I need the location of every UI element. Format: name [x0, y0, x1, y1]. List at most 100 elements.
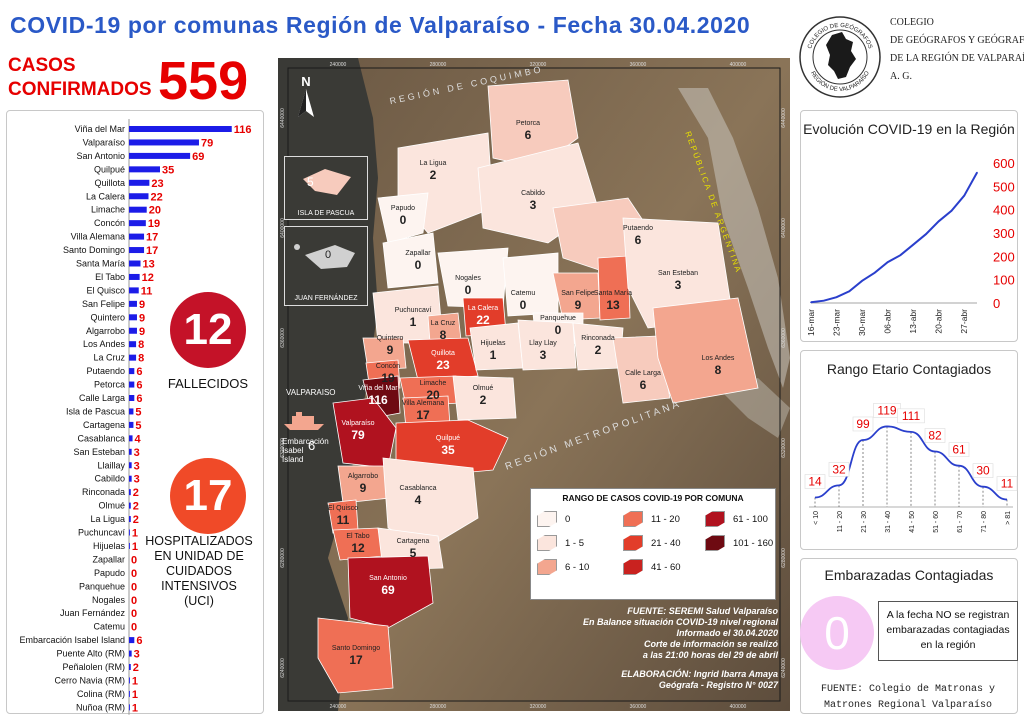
commune-name-label: Petorca	[516, 120, 540, 127]
bar	[129, 300, 137, 307]
bar	[129, 421, 134, 428]
commune-value-label: 9	[387, 343, 394, 357]
bar	[129, 166, 160, 173]
bar-value-label: 6	[136, 393, 142, 405]
bar	[129, 152, 191, 159]
bar-category-label: San Felipe	[82, 299, 125, 309]
bar-category-label: Puente Alto (RM)	[56, 649, 125, 659]
map-right-tick: 6320000	[781, 438, 787, 458]
bar-value-label: 0	[131, 595, 137, 607]
commune-name-label: Llay Llay	[529, 340, 557, 347]
commune-name-label: El Quisco	[328, 505, 358, 512]
commune-llay-llay	[517, 319, 577, 371]
bar-category-label: Nogales	[92, 595, 126, 605]
commune-name-label: Casablanca	[400, 485, 437, 492]
bar-category-label: Calle Larga	[79, 393, 125, 403]
bar-value-label: 6	[136, 635, 142, 647]
bar-value-label: 0	[131, 568, 137, 580]
commune-los-andes	[652, 297, 759, 404]
bar	[129, 193, 149, 200]
age-x-tick: 61 - 70	[957, 511, 964, 533]
age-data-label: 32	[832, 462, 846, 476]
evo-y-tick: 400	[993, 203, 1015, 218]
commune-name-label: Cabildo	[521, 190, 545, 197]
commune-zapallar	[382, 232, 439, 289]
legend-items: 0 11 - 20 61 - 100 1 - 5 21 - 40 101 - 160 6 -…	[537, 511, 773, 575]
legend-swatch	[705, 511, 725, 527]
bar-category-label: Putaendo	[86, 366, 125, 376]
legend-item: 1 - 5	[537, 535, 623, 551]
commune-name-label: Rinconada	[581, 335, 615, 342]
map-top-tick: 400000	[730, 62, 747, 68]
age-range-panel: Rango Etario Contagiados 14 < 10 32 11 - 20…	[800, 350, 1018, 550]
legend-swatch	[623, 559, 643, 575]
bar-value-label: 11	[141, 285, 153, 297]
bar-value-label: 8	[138, 339, 144, 351]
embarazadas-source: FUENTE: Colegio de Matronas y Matrones R…	[820, 684, 996, 711]
bar-category-label: Valparaíso	[83, 137, 125, 147]
bar	[129, 126, 232, 132]
map-left-tick: 6440000	[280, 108, 286, 128]
uci-circle: 17	[170, 458, 246, 534]
legend-swatch	[537, 511, 557, 527]
bar-category-label: Catemu	[93, 622, 125, 632]
map-top-tick: 360000	[630, 62, 647, 68]
map-bottom-tick: 280000	[430, 704, 447, 710]
bar-value-label: 1	[132, 541, 138, 553]
evo-series-line	[810, 172, 978, 304]
commune-value-label: 69	[381, 583, 395, 597]
bar-value-label: 17	[146, 232, 158, 244]
bar-value-label: 4	[135, 433, 142, 445]
bar	[129, 529, 130, 536]
bar-value-label: 69	[192, 151, 204, 163]
bar	[129, 233, 145, 240]
evo-point	[848, 290, 851, 293]
bar	[129, 690, 130, 697]
evo-point	[861, 280, 863, 282]
commune-value-label: 12	[351, 541, 365, 555]
commune-santa-mar-a	[597, 255, 631, 321]
commune-name-label: La Cruz	[431, 320, 456, 327]
uci-label: HOSPITALIZADOS EN UNIDAD DE CUIDADOS INT…	[145, 534, 253, 608]
legend-title: RANGO DE CASOS COVID-19 POR COMUNA	[562, 493, 744, 503]
commune-quillota	[407, 337, 479, 381]
inset-juan-fernandez: 0 JUAN FERNÁNDEZ	[284, 226, 368, 306]
bar	[129, 341, 137, 348]
commune-name-label: Santo Domingo	[332, 645, 380, 652]
commune-value-label: 0	[520, 298, 527, 312]
legend-label: 101 - 160	[733, 537, 774, 549]
commune-value-label: 5	[410, 546, 417, 560]
age-data-label: 111	[902, 409, 921, 423]
embarazadas-note: A la fecha NO se registran embarazadas c…	[878, 601, 1018, 661]
bar-category-label: Cartagena	[83, 420, 125, 430]
legend-item: 61 - 100	[705, 511, 775, 527]
commune-santo-domingo	[317, 617, 394, 694]
map-right-tick: 6440000	[781, 108, 787, 128]
legend-swatch	[623, 511, 643, 527]
bar-value-label: 0	[131, 581, 137, 593]
bar-value-label: 116	[234, 124, 252, 136]
commune-name-label: Zapallar	[405, 250, 431, 257]
bar-category-label: San Esteban	[73, 447, 125, 457]
bar-value-label: 0	[131, 608, 137, 620]
bar	[129, 381, 135, 388]
bar-category-label: Colina (RM)	[77, 689, 125, 699]
commune-name-label: Papudo	[391, 205, 415, 212]
age-x-tick: 51 - 60	[933, 511, 940, 533]
map-legend: RANGO DE CASOS COVID-19 POR COMUNA 0 11 -…	[530, 488, 776, 600]
evo-x-tick: 16-mar	[806, 309, 816, 336]
commune-valpara-so	[332, 397, 397, 469]
map-bottom-tick: 320000	[530, 704, 547, 710]
commune-casablanca	[382, 457, 479, 549]
bar	[129, 408, 134, 415]
bar	[129, 502, 131, 509]
bar-category-label: Cabildo	[94, 474, 125, 484]
bar-value-label: 6	[136, 380, 142, 392]
bar-value-label: 8	[138, 353, 144, 365]
bar-value-label: 9	[139, 326, 145, 338]
bar-category-label: Papudo	[94, 568, 125, 578]
map-top-tick: 280000	[430, 62, 447, 68]
commune-papudo	[377, 192, 429, 244]
bar-category-label: Viña del Mar	[75, 124, 125, 134]
